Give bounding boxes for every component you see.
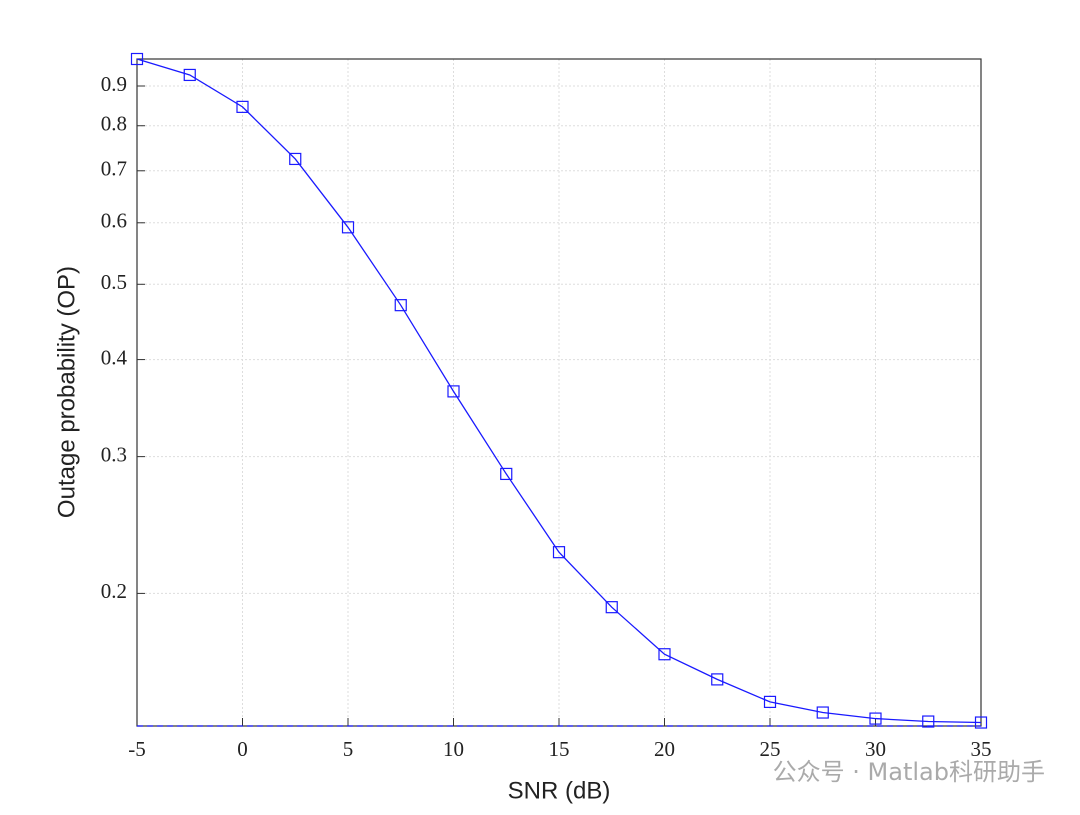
marker (974, 716, 988, 729)
y-tick-label: 0.3 (101, 442, 127, 466)
marker (711, 673, 724, 686)
x-axis-label: SNR (dB) (508, 777, 611, 804)
x-tick-label: 25 (760, 737, 781, 761)
watermark: 公众号 · Matlab科研助手 (773, 758, 1045, 786)
marker (658, 648, 671, 661)
y-tick-label: 0.4 (101, 345, 128, 369)
x-tick-label: -5 (128, 737, 146, 761)
marker (869, 712, 882, 725)
x-tick-label: 35 (971, 737, 992, 761)
marker (341, 221, 355, 234)
x-tick-label: 10 (443, 737, 464, 761)
x-tick-label: 20 (654, 737, 675, 761)
marker (763, 695, 777, 708)
x-tick-label: 0 (237, 737, 248, 761)
marker (552, 546, 566, 559)
marker (130, 52, 144, 66)
marker (447, 385, 460, 398)
marker (605, 601, 618, 614)
y-tick-label: 0.8 (101, 112, 127, 136)
x-tick-label: 5 (343, 737, 354, 761)
x-tick-label: 30 (865, 737, 886, 761)
series-line (136, 58, 982, 724)
marker (816, 706, 829, 719)
y-tick-label: 0.6 (101, 209, 127, 233)
y-axis-label: Outage probability (OP) (53, 266, 80, 518)
marker (183, 68, 196, 82)
y-tick-label: 0.2 (101, 579, 127, 603)
marker (500, 467, 513, 481)
marker (236, 100, 249, 113)
marker (922, 715, 935, 728)
y-tick-label: 0.7 (101, 157, 127, 181)
y-tick-label: 0.9 (101, 72, 127, 96)
y-tick-label: 0.5 (101, 270, 127, 294)
marker (289, 152, 302, 166)
marker (394, 299, 407, 312)
x-tick-label: 15 (549, 737, 570, 761)
